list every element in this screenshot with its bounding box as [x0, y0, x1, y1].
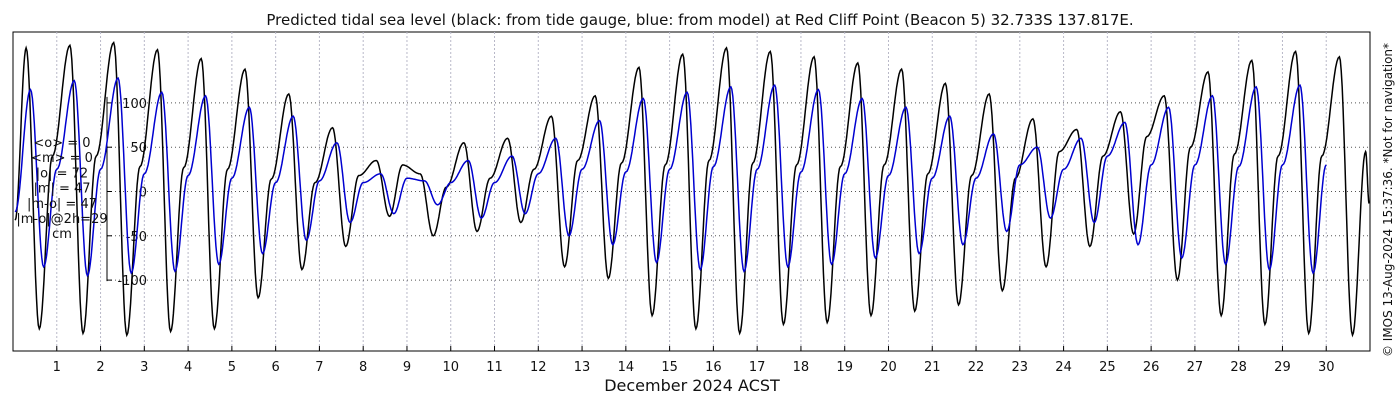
- x-axis-label: December 2024 ACST: [604, 376, 780, 395]
- chart-title: Predicted tidal sea level (black: from t…: [266, 11, 1133, 29]
- series-line: [14, 41, 1370, 338]
- x-tick-label: 12: [530, 360, 547, 375]
- x-tick-label: 16: [705, 360, 722, 375]
- x-tick-label: 30: [1318, 360, 1335, 375]
- x-tick-label: 14: [618, 360, 635, 375]
- stat-line: |m-o| = 47: [27, 197, 97, 212]
- x-tick-label: 7: [315, 360, 323, 375]
- series-layer: [14, 41, 1370, 338]
- stat-line: cm: [52, 227, 72, 242]
- x-tick-label: 24: [1055, 360, 1072, 375]
- x-tick-label: 17: [749, 360, 766, 375]
- x-tick-label: 25: [1099, 360, 1116, 375]
- x-tick-label: 28: [1230, 360, 1247, 375]
- x-tick-label: 11: [486, 360, 503, 375]
- x-tick-label: 6: [272, 360, 280, 375]
- x-tick-label: 22: [968, 360, 985, 375]
- stat-line: |m| = 47: [33, 182, 90, 197]
- y-tick-label: 50: [130, 141, 147, 156]
- y-tick-label: 0: [139, 186, 147, 201]
- stat-line: |o| = 72: [36, 166, 88, 181]
- stat-line: <o> = 0: [33, 136, 90, 151]
- stats-panel: <o> = 0<m> = 0|o| = 72|m| = 47|m-o| = 47…: [16, 136, 107, 242]
- x-tick-label: 13: [574, 360, 591, 375]
- y-tick-label: 100: [122, 97, 147, 112]
- x-tick-label: 2: [96, 360, 104, 375]
- x-tick-label: 15: [661, 360, 678, 375]
- x-tick-label: 27: [1187, 360, 1204, 375]
- x-tick-label: 26: [1143, 360, 1160, 375]
- stat-line: |m-o|@2h=29: [16, 212, 107, 227]
- stat-line: <m> = 0: [31, 151, 93, 166]
- x-tick-label: 23: [1012, 360, 1029, 375]
- x-tick-label: 9: [403, 360, 411, 375]
- x-tick-label: 4: [184, 360, 192, 375]
- series-line: [14, 76, 1327, 278]
- x-tick-label: 18: [793, 360, 810, 375]
- x-tick-label: 8: [359, 360, 367, 375]
- x-tick-label: 29: [1274, 360, 1291, 375]
- x-tick-label: 3: [140, 360, 148, 375]
- x-tick-label: 21: [924, 360, 941, 375]
- x-tick-label: 20: [880, 360, 897, 375]
- x-tick-label: 19: [836, 360, 853, 375]
- x-tick-label: 10: [442, 360, 459, 375]
- x-axis-ticks: 1 2 3 4 5 6 7 8 9 10 11 12 13 14 15 16 17 18 19 20 21 22 23 24 2…: [53, 346, 1335, 375]
- x-tick-label: 1: [53, 360, 61, 375]
- x-tick-label: 5: [228, 360, 236, 375]
- copyright-note: © IMOS 13-Aug-2024 15:37:36. *Not for na…: [1381, 43, 1395, 357]
